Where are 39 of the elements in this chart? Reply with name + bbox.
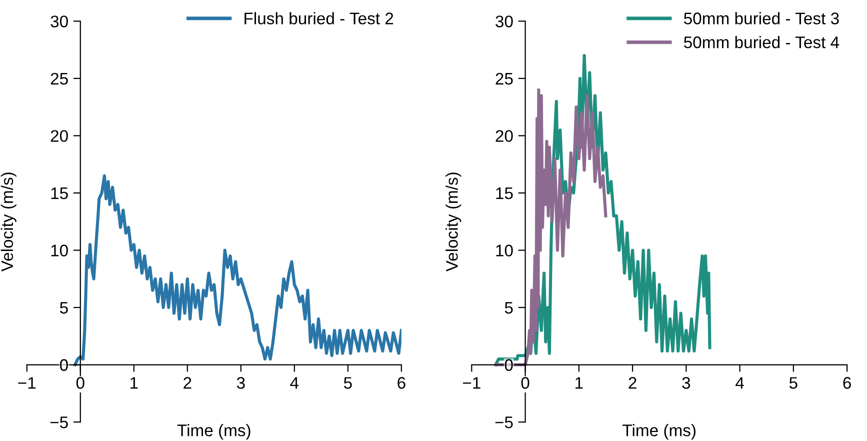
x-tick-label: −1 bbox=[18, 377, 36, 389]
legend-label: Flush buried - Test 2 bbox=[244, 12, 394, 24]
y-tick-label: −5 bbox=[50, 416, 68, 428]
y-tick-label: 10 bbox=[496, 244, 513, 256]
x-tick-label: 0 bbox=[521, 377, 530, 389]
y-axis-title: Velocity (m/s) bbox=[446, 172, 462, 272]
y-tick-label: 10 bbox=[51, 244, 68, 256]
x-tick-label: −1 bbox=[462, 377, 480, 389]
x-tick-label: 2 bbox=[184, 377, 192, 389]
x-tick-label: 5 bbox=[344, 377, 352, 389]
y-tick-label: 20 bbox=[496, 130, 513, 142]
x-tick-label: 1 bbox=[130, 377, 138, 389]
y-tick-label: 25 bbox=[50, 72, 68, 85]
x-tick-label: 6 bbox=[398, 377, 406, 389]
y-tick-label: 15 bbox=[51, 188, 68, 200]
legend-label: 50mm buried - Test 3 bbox=[684, 12, 839, 24]
y-tick-label: 5 bbox=[504, 302, 513, 314]
x-axis-title: Time (ms) bbox=[622, 424, 696, 440]
y-tick-label: 0 bbox=[504, 359, 513, 371]
y-tick-label: 0 bbox=[60, 359, 68, 371]
x-tick-label: 4 bbox=[736, 377, 744, 389]
x-tick-label: 3 bbox=[236, 377, 245, 389]
y-tick-label: 25 bbox=[496, 72, 513, 85]
x-tick-label: 5 bbox=[789, 377, 798, 389]
y-tick-label: 20 bbox=[50, 130, 68, 142]
x-tick-label: 3 bbox=[682, 377, 690, 389]
y-tick-label: 15 bbox=[496, 188, 513, 200]
y-axis-title: Velocity (m/s) bbox=[0, 172, 16, 272]
x-tick-label: 1 bbox=[576, 377, 583, 389]
x-tick-label: 2 bbox=[628, 377, 636, 389]
x-tick-label: 6 bbox=[843, 377, 851, 389]
y-tick-label: 5 bbox=[60, 302, 68, 314]
y-tick-label: −5 bbox=[495, 416, 513, 428]
y-tick-label: 30 bbox=[496, 16, 513, 28]
x-axis-title: Time (ms) bbox=[177, 424, 250, 440]
x-tick-label: 0 bbox=[76, 377, 84, 389]
x-tick-label: 4 bbox=[290, 377, 299, 389]
legend-label: 50mm buried - Test 4 bbox=[684, 36, 840, 48]
y-tick-label: 30 bbox=[50, 16, 68, 28]
